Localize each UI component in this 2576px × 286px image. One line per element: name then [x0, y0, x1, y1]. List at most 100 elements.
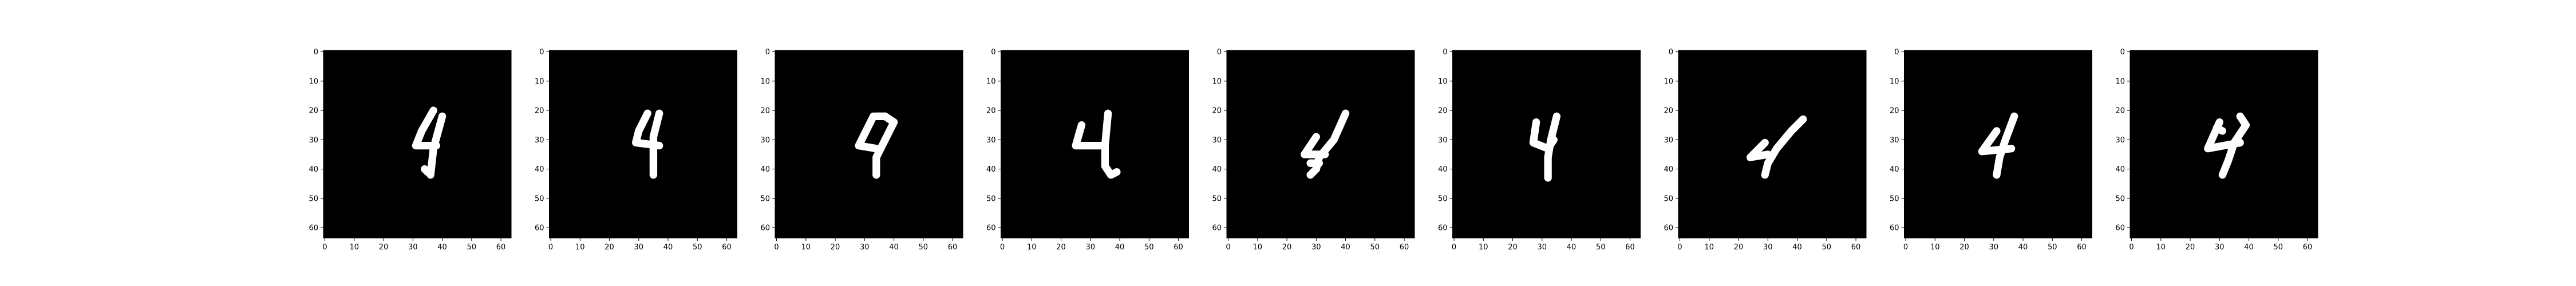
- y-tick-label: 40: [760, 165, 770, 174]
- y-tick-label: 40: [2115, 165, 2125, 174]
- x-tick-label: 30: [634, 243, 644, 252]
- y-tick-label: 10: [1890, 77, 1899, 86]
- x-tick-label: 30: [2215, 243, 2225, 252]
- axes-frame: [1001, 50, 1189, 239]
- y-tick-label: 10: [1212, 77, 1222, 86]
- y-tick-label: 10: [535, 77, 544, 86]
- axes-frame: [775, 50, 963, 239]
- image-background: [1678, 50, 1866, 238]
- x-tick-label: 30: [1086, 243, 1096, 252]
- x-tick-label: 10: [1705, 243, 1714, 252]
- y-tick-label: 10: [986, 77, 996, 86]
- digit-strokes: [855, 112, 898, 179]
- y-tick-label: 30: [1664, 136, 1673, 145]
- x-tick-label: 10: [2156, 243, 2166, 252]
- y-tick-label: 50: [1664, 194, 1673, 203]
- x-tick-label: 0: [322, 243, 327, 252]
- x-tick-label: 10: [1027, 243, 1037, 252]
- image-panel: 0 10 20 30 40 50 60 0 10 20 30 40 50 60: [986, 48, 1189, 252]
- x-tick-label: 10: [350, 243, 359, 252]
- y-tick-label: 60: [760, 224, 770, 233]
- y-tick-label: 10: [760, 77, 770, 86]
- y-tick-label: 50: [2115, 194, 2125, 203]
- y-tick-label: 0: [1669, 48, 1673, 57]
- y-tick-label: 60: [309, 224, 318, 233]
- x-tick-label: 50: [2048, 243, 2057, 252]
- x-tick-label: 60: [1400, 243, 1409, 252]
- y-tick-label: 50: [535, 194, 544, 203]
- y-tick-label: 0: [539, 48, 544, 57]
- x-tick-label: 60: [948, 243, 958, 252]
- axes-frame: [1452, 50, 1641, 239]
- digit-strokes: [412, 106, 447, 179]
- x-tick-label: 40: [2244, 243, 2254, 252]
- image-background: [1227, 50, 1415, 238]
- image-panel: 0 10 20 30 40 50 60 0 10 20 30 40 50 60: [1890, 48, 2092, 252]
- y-tick-label: 0: [765, 48, 770, 57]
- x-tick-label: 50: [1370, 243, 1380, 252]
- digit-stroke: [2212, 124, 2227, 135]
- y-tick-label: 50: [1890, 194, 1899, 203]
- x-tick-label: 50: [1596, 243, 1606, 252]
- digit-stroke: [872, 112, 898, 179]
- digit-strokes: [1978, 112, 2018, 179]
- axes-frame: [2129, 50, 2318, 239]
- image-panel: 0 10 20 30 40 50 60 0 10 20 30 40 50 60: [309, 48, 512, 252]
- digit-stroke: [855, 112, 880, 153]
- x-tick-label: 40: [1341, 243, 1350, 252]
- image-panel: 0 10 20 30 40 50 60 0 10 20 30 40 50 60: [535, 48, 737, 252]
- y-tick-label: 30: [1212, 136, 1222, 145]
- y-tick-label: 10: [2115, 77, 2125, 86]
- y-tick-label: 20: [2115, 107, 2125, 116]
- y-tick-label: 30: [760, 136, 770, 145]
- digit-strokes: [1301, 109, 1350, 179]
- y-tick-label: 50: [986, 194, 996, 203]
- digit-strokes: [1746, 115, 1807, 179]
- y-tick-label: 0: [1217, 48, 1222, 57]
- y-tick-label: 30: [1438, 136, 1448, 145]
- image-panel: 0 10 20 30 40 50 60 0 10 20 30 40 50 60: [760, 48, 963, 252]
- x-tick-label: 20: [1734, 243, 1744, 252]
- x-tick-label: 20: [605, 243, 614, 252]
- axes-frame: [1226, 50, 1415, 239]
- digit-strokes: [632, 109, 663, 179]
- y-tick-label: 20: [986, 107, 996, 116]
- y-tick-label: 0: [2120, 48, 2125, 57]
- y-tick-label: 40: [1438, 165, 1448, 174]
- x-tick-label: 60: [1851, 243, 1861, 252]
- y-tick-label: 60: [986, 224, 996, 233]
- x-tick-label: 40: [889, 243, 899, 252]
- y-tick-label: 30: [309, 136, 318, 145]
- y-tick-label: 60: [1890, 224, 1899, 233]
- digit-strokes: [1529, 112, 1561, 182]
- axes-frame: [1904, 50, 2092, 239]
- y-tick-label: 30: [1890, 136, 1899, 145]
- y-tick-label: 20: [760, 107, 770, 116]
- x-tick-label: 10: [575, 243, 585, 252]
- x-tick-label: 20: [831, 243, 840, 252]
- x-tick-label: 0: [1903, 243, 1908, 252]
- digit-stroke: [1072, 121, 1106, 150]
- x-tick-label: 0: [774, 243, 779, 252]
- y-tick-label: 50: [309, 194, 318, 203]
- x-tick-label: 20: [379, 243, 389, 252]
- x-tick-label: 40: [1792, 243, 1802, 252]
- x-tick-label: 50: [2274, 243, 2283, 252]
- y-tick-label: 10: [309, 77, 318, 86]
- y-tick-label: 60: [535, 224, 544, 233]
- y-tick-label: 0: [1894, 48, 1899, 57]
- axes-frame: [1678, 50, 1867, 239]
- x-tick-label: 40: [437, 243, 447, 252]
- y-tick-label: 20: [535, 107, 544, 116]
- axes-frame: [549, 50, 737, 239]
- digit-stroke: [1993, 112, 2018, 179]
- digit-stroke: [649, 109, 663, 179]
- x-tick-label: 10: [1930, 243, 1940, 252]
- digit-stroke: [1101, 109, 1121, 179]
- digit-stroke: [1746, 138, 1772, 161]
- y-tick-label: 0: [314, 48, 318, 57]
- x-tick-label: 50: [1822, 243, 1832, 252]
- x-tick-label: 0: [1226, 243, 1230, 252]
- digit-stroke: [632, 109, 663, 150]
- x-tick-label: 40: [663, 243, 673, 252]
